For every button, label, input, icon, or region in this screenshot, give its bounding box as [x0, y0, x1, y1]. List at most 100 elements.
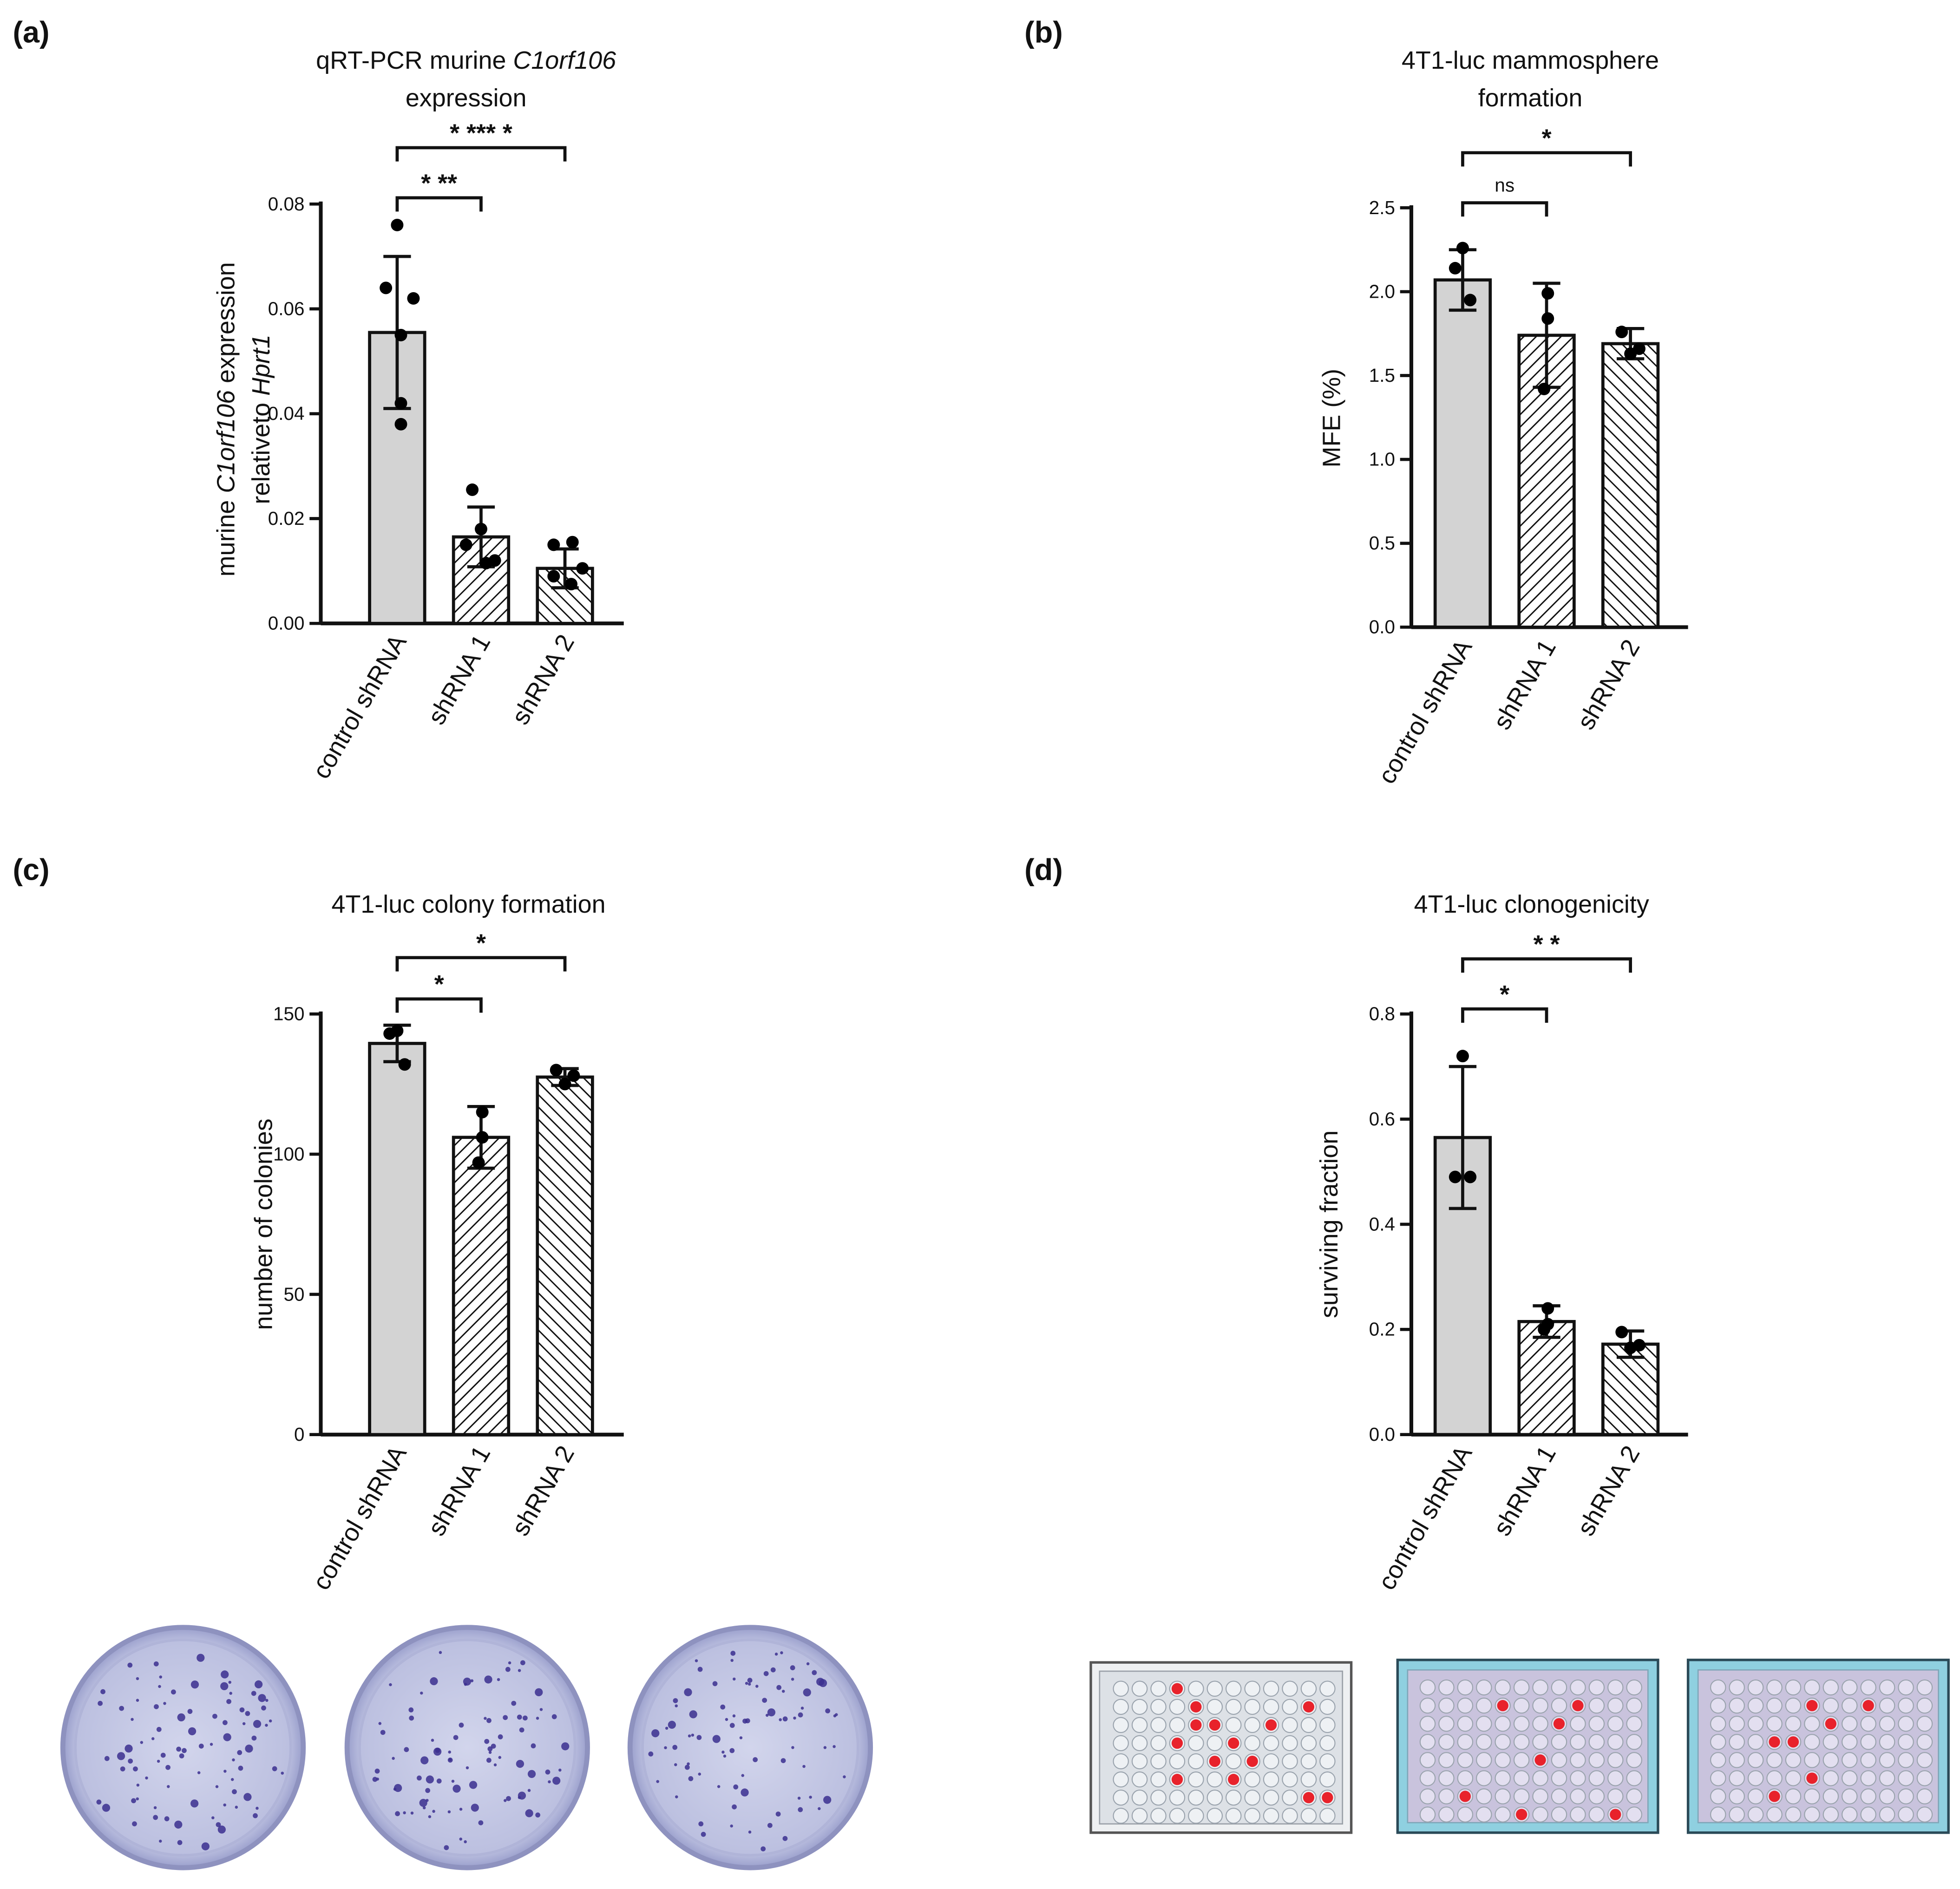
data-point [391, 218, 404, 231]
y-tick-label: 150 [273, 1003, 304, 1025]
significance-label: * * [1534, 930, 1560, 958]
significance-bracket [1461, 151, 1632, 167]
colony-speck [672, 1745, 678, 1750]
data-point [1624, 1341, 1637, 1354]
well [1570, 1806, 1586, 1823]
well [1169, 1808, 1186, 1824]
well [1244, 1699, 1260, 1715]
colony-speck [226, 1699, 231, 1704]
colony-speck [712, 1735, 721, 1743]
well [1710, 1770, 1726, 1786]
colony-speck [190, 1799, 199, 1808]
colony-speck [675, 1704, 678, 1707]
well [1226, 1808, 1242, 1824]
category-label: control shRNA [307, 630, 412, 784]
panel-d-label: (d) [1024, 853, 1063, 887]
well [1588, 1697, 1605, 1714]
y-tick-label: 0.06 [268, 298, 305, 320]
stained-well [1553, 1718, 1565, 1730]
colony-speck [516, 1759, 524, 1768]
data-point [407, 292, 420, 305]
well [1785, 1788, 1802, 1804]
colony-speck [459, 1807, 463, 1811]
stained-well [1190, 1701, 1202, 1713]
stained-well [1246, 1755, 1258, 1767]
y-tick-label: 0.02 [268, 508, 305, 529]
well [1766, 1679, 1783, 1696]
well [1710, 1788, 1726, 1804]
panel-a-ylabel-rel: relativeto [247, 396, 275, 504]
well [1263, 1790, 1279, 1806]
well [1495, 1734, 1511, 1750]
colony-speck [431, 1739, 434, 1742]
data-point [394, 397, 407, 410]
data-point [547, 538, 560, 551]
colony-speck [745, 1718, 750, 1724]
y-tick-label: 2.5 [1369, 197, 1395, 218]
well [1842, 1697, 1858, 1714]
data-point [1449, 1170, 1462, 1183]
well [1150, 1790, 1167, 1806]
well [1747, 1715, 1764, 1732]
colony-speck [272, 1766, 277, 1771]
colony-speck [775, 1811, 781, 1817]
well [1785, 1715, 1802, 1732]
colony-speck [733, 1784, 739, 1790]
colony-speck [211, 1816, 215, 1819]
colony-speck [561, 1742, 570, 1751]
colony-speck [812, 1670, 817, 1675]
colony-speck [484, 1717, 487, 1720]
well [1150, 1735, 1167, 1752]
y-tick-label: 0 [294, 1424, 304, 1445]
well [1438, 1679, 1455, 1696]
well [1282, 1735, 1298, 1752]
well-plates [1089, 1659, 1950, 1834]
colony-speck [100, 1689, 105, 1694]
bar [1601, 1342, 1660, 1437]
well [1150, 1699, 1167, 1715]
panel-a-title-gene: C1orf106 [513, 46, 616, 74]
data-point [1541, 1302, 1554, 1315]
colony-speck [159, 1839, 162, 1843]
colony-speck [518, 1796, 521, 1799]
colony-speck [675, 1795, 678, 1798]
colony-speck [747, 1682, 751, 1686]
well [1206, 1771, 1223, 1788]
category-label: control shRNA [1373, 635, 1478, 789]
well [1551, 1734, 1567, 1750]
data-point [1615, 326, 1628, 339]
stained-well [1171, 1683, 1183, 1694]
stained-well [1862, 1700, 1874, 1712]
well [1476, 1734, 1492, 1750]
well [1842, 1752, 1858, 1768]
well [1513, 1734, 1530, 1750]
stained-well [1459, 1791, 1471, 1802]
well [1898, 1715, 1914, 1732]
colony-speck [665, 1726, 669, 1730]
colony-speck [535, 1812, 541, 1818]
y-tick-label: 2.0 [1369, 281, 1395, 302]
colony-speck [486, 1718, 492, 1723]
data-point [459, 538, 472, 551]
well [1513, 1770, 1530, 1786]
panel-a-ylabel-line2: relativeto Hprt1 [247, 334, 275, 504]
well [1457, 1734, 1474, 1750]
data-point [476, 1131, 489, 1144]
colony-speck [539, 1708, 543, 1711]
colony-speck [816, 1678, 825, 1686]
colony-speck [656, 1780, 659, 1783]
colony-speck [469, 1781, 478, 1789]
colony-speck [151, 1737, 155, 1740]
colony-speck [697, 1667, 703, 1672]
significance-label: * [1542, 124, 1552, 152]
panel-a-title-line2: expression [406, 84, 527, 112]
colony-speck [154, 1704, 159, 1709]
colony-speck [251, 1735, 257, 1741]
well [1513, 1752, 1530, 1768]
y-tick-label: 1.0 [1369, 449, 1395, 470]
colony-speck [535, 1688, 543, 1697]
colony-speck [664, 1746, 667, 1750]
panel-a-ylabel-gene: C1orf106 [212, 390, 240, 493]
well [1319, 1753, 1336, 1770]
colony-speck [230, 1778, 234, 1781]
